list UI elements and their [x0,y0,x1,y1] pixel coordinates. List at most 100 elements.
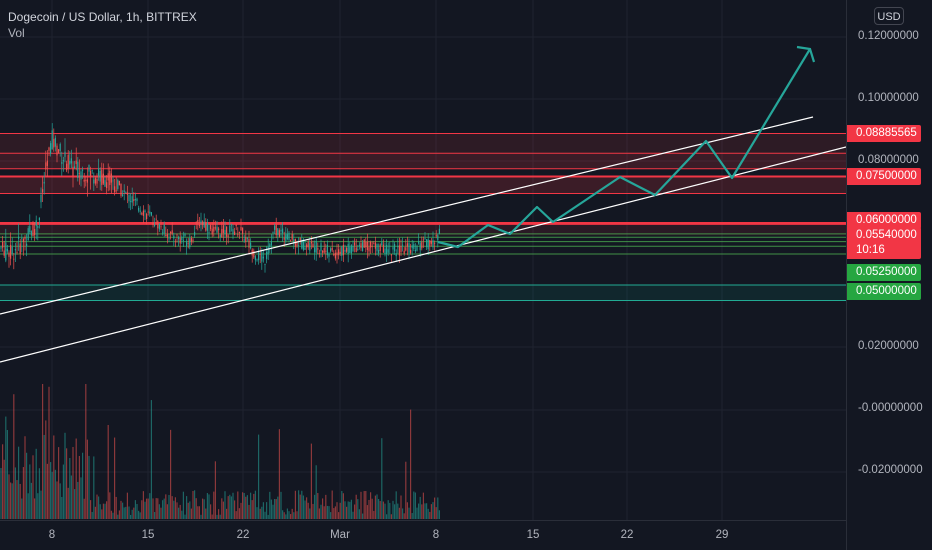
volume-bar [413,491,415,519]
candle-body [406,243,408,247]
support-price-tag: 0.05000000 [847,283,921,300]
candle-body [14,249,16,251]
price-axis[interactable] [846,0,932,550]
candle-body [246,237,248,239]
candle-body [411,245,413,249]
candle-body [429,240,431,247]
volume-bar [170,429,172,519]
candle-body [78,173,80,174]
volume-bar [93,456,95,519]
volume-bar [203,499,205,519]
candle-body [302,239,304,250]
volume-bar [264,511,266,519]
volume-bar [88,455,90,519]
volume-bars [0,384,440,519]
candle-body [226,226,228,237]
candle-body [259,253,261,255]
volume-bar [323,506,325,519]
candle-body [229,225,231,233]
candle-body [360,243,362,249]
candle-body [142,210,144,216]
candle-body [214,227,216,229]
resistance-price-tag: 0.07500000 [847,168,921,185]
volume-bar [85,384,87,519]
volume-bar [0,467,2,519]
volume-bar [285,514,287,519]
volume-bar [101,509,103,519]
volume-bar [250,492,252,519]
volume-bar [334,506,336,519]
candle-body [264,264,266,266]
candle-body [189,238,191,248]
chart-area[interactable]: Dogecoin / US Dollar, 1h, BITTREX Vol [0,0,847,520]
candle-body [206,223,208,231]
candle-body [45,162,47,170]
candle-body [317,248,319,250]
volume-bar [256,507,258,519]
candle-body [37,226,39,228]
volume-bar [64,432,66,519]
volume-bar [16,480,18,519]
candle-body [270,240,272,246]
candle-body [2,241,4,248]
time-axis[interactable]: 881522Mar8152229 [0,520,846,550]
volume-bar [24,436,26,519]
volume-bar [395,491,397,519]
candle-body [27,228,29,241]
candle-body [325,250,327,252]
volume-bar [114,437,116,519]
currency-button[interactable]: USD [874,7,904,25]
volume-bar [8,474,10,519]
volume-bar [38,468,40,519]
candle-body [386,244,388,255]
candle-body [344,249,346,252]
candle-body [395,253,397,257]
candle-body [334,252,336,259]
candle-body [432,240,434,248]
volume-bar [296,511,298,519]
volume-bar [120,500,122,519]
candle-body [261,252,263,262]
volume-bar [325,494,327,519]
volume-bar [30,482,32,519]
volume-bar [346,506,348,519]
candle-body [138,207,140,211]
candle-body [435,235,437,237]
price-zones [0,133,846,301]
volume-bar [387,500,389,519]
volume-bar [381,438,383,519]
chart-canvas[interactable] [0,0,847,520]
candle-body [379,244,381,251]
volume-bar [26,452,28,519]
candle-body [368,247,370,252]
candle-body [322,250,324,253]
volume-bar [13,394,15,519]
candle-body [410,249,412,254]
volume-bar [138,510,140,519]
candle-body [19,243,21,255]
candle-body [301,239,303,249]
candle-body [165,235,167,236]
volume-bar [406,502,408,519]
volume-bar [216,514,218,519]
volume-bar [5,416,7,519]
price-tick-label: 0.08000000 [858,154,919,166]
volume-bar [302,495,304,519]
volume-bar [37,493,39,519]
volume-bar [344,501,346,519]
candle-body [408,242,410,253]
volume-bar [362,513,364,519]
candle-body [390,254,392,256]
volume-bar [331,490,333,519]
candle-body [291,233,293,240]
volume-bar [48,386,50,519]
volume-bar [312,503,314,519]
volume-bar [6,430,8,519]
volume-bar [126,492,128,519]
candle-body [323,248,325,253]
volume-bar [266,502,268,519]
volume-bar [376,494,378,519]
candle-body [405,247,407,251]
candle-body [234,231,236,236]
candle-body [283,237,285,240]
